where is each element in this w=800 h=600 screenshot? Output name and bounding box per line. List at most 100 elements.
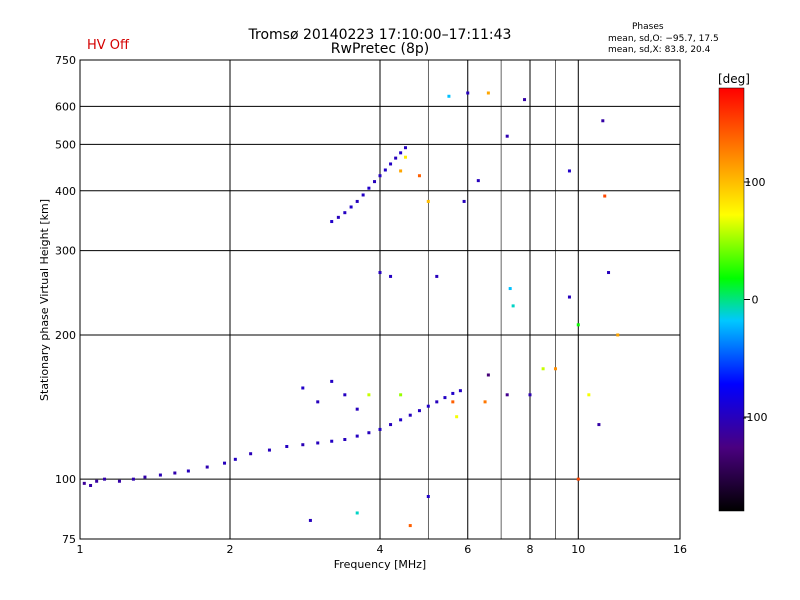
x-tick-label: 2 xyxy=(227,543,234,556)
echo-point xyxy=(399,169,403,173)
echo-point xyxy=(355,199,359,203)
echo-point xyxy=(389,162,393,166)
echo-point xyxy=(399,418,403,422)
echo-point xyxy=(378,174,382,178)
colorbar-tick-label: 0 xyxy=(752,294,759,307)
echo-point xyxy=(267,448,271,452)
grid-lines xyxy=(80,60,680,539)
echo-point xyxy=(158,473,162,477)
echo-point xyxy=(383,168,387,172)
echo-point xyxy=(394,156,398,160)
y-tick-label: 500 xyxy=(55,138,76,151)
echo-point xyxy=(103,477,107,481)
echo-point xyxy=(505,393,509,397)
echo-point xyxy=(508,287,512,291)
echo-point xyxy=(233,457,237,461)
scatter-points xyxy=(82,91,620,528)
echo-point xyxy=(95,479,99,483)
echo-point xyxy=(82,481,86,485)
echo-point xyxy=(343,211,347,215)
echo-point xyxy=(186,469,190,473)
echo-point xyxy=(403,155,407,159)
y-axis-label: Stationary phase Virtual Height [km] xyxy=(38,199,51,401)
phases-o-stats: mean, sd,O: −95.7, 17.5 xyxy=(608,34,719,44)
y-axis-ticks: 75 100 200 300 400 500 600 750 xyxy=(55,54,76,546)
echo-point xyxy=(476,179,480,183)
echo-point xyxy=(553,367,557,371)
echo-point xyxy=(389,423,393,427)
y-tick-label: 750 xyxy=(55,54,76,67)
echo-point xyxy=(367,186,371,190)
echo-point xyxy=(117,479,121,483)
echo-point xyxy=(285,444,289,448)
phases-x-stats: mean, sd,X: 83.8, 20.4 xyxy=(608,45,711,55)
echo-point xyxy=(316,400,320,404)
x-tick-label: 8 xyxy=(527,543,534,556)
x-tick-label: 16 xyxy=(673,543,687,556)
echo-point xyxy=(443,396,447,400)
x-tick-label: 6 xyxy=(464,543,471,556)
y-tick-label: 75 xyxy=(62,533,76,546)
phases-heading: Phases xyxy=(632,22,664,32)
colorbar-tick-label: -100 xyxy=(743,411,768,424)
echo-point xyxy=(143,475,147,479)
echo-point xyxy=(486,91,490,95)
echo-point xyxy=(367,431,371,435)
echo-point xyxy=(576,323,580,327)
plot-frame xyxy=(79,59,681,540)
x-tick-label: 1 xyxy=(77,543,84,556)
echo-point xyxy=(576,477,580,481)
echo-point xyxy=(330,379,334,383)
echo-point xyxy=(330,439,334,443)
echo-point xyxy=(349,205,353,209)
echo-point xyxy=(417,174,421,178)
colorbar-label: [deg] xyxy=(718,72,750,86)
echo-point xyxy=(378,427,382,431)
echo-point xyxy=(603,194,607,198)
echo-point xyxy=(597,423,601,427)
echo-point xyxy=(616,333,620,337)
echo-point xyxy=(173,471,177,475)
echo-point xyxy=(451,400,455,404)
echo-point xyxy=(505,134,509,138)
echo-point xyxy=(361,193,365,197)
echo-point xyxy=(426,199,430,203)
echo-point xyxy=(355,511,359,515)
echo-point xyxy=(399,151,403,155)
echo-point xyxy=(378,271,382,275)
echo-point xyxy=(462,199,466,203)
echo-point xyxy=(601,119,605,123)
echo-point xyxy=(301,443,305,447)
echo-point xyxy=(131,477,135,481)
echo-point xyxy=(355,434,359,438)
echo-point xyxy=(330,220,334,224)
echo-point xyxy=(89,483,93,487)
echo-point xyxy=(399,393,403,397)
echo-point xyxy=(447,94,451,98)
echo-point xyxy=(511,304,515,308)
y-tick-label: 400 xyxy=(55,185,76,198)
echo-point xyxy=(373,180,377,184)
echo-point xyxy=(367,393,371,397)
echo-point xyxy=(301,386,305,390)
echo-point xyxy=(308,518,312,522)
y-tick-label: 300 xyxy=(55,245,76,258)
echo-point xyxy=(435,400,439,404)
echo-point xyxy=(426,494,430,498)
echo-point xyxy=(426,404,430,408)
echo-point xyxy=(523,98,527,102)
echo-point xyxy=(528,393,532,397)
x-tick-label: 4 xyxy=(377,543,384,556)
y-tick-label: 200 xyxy=(55,329,76,342)
echo-point xyxy=(587,393,591,397)
echo-point xyxy=(483,400,487,404)
echo-point xyxy=(408,413,412,417)
echo-point xyxy=(607,271,611,275)
echo-point xyxy=(567,295,571,299)
echo-point xyxy=(486,373,490,377)
echo-point xyxy=(417,409,421,413)
echo-point xyxy=(435,274,439,278)
echo-point xyxy=(355,407,359,411)
hv-status: HV Off xyxy=(87,38,129,53)
